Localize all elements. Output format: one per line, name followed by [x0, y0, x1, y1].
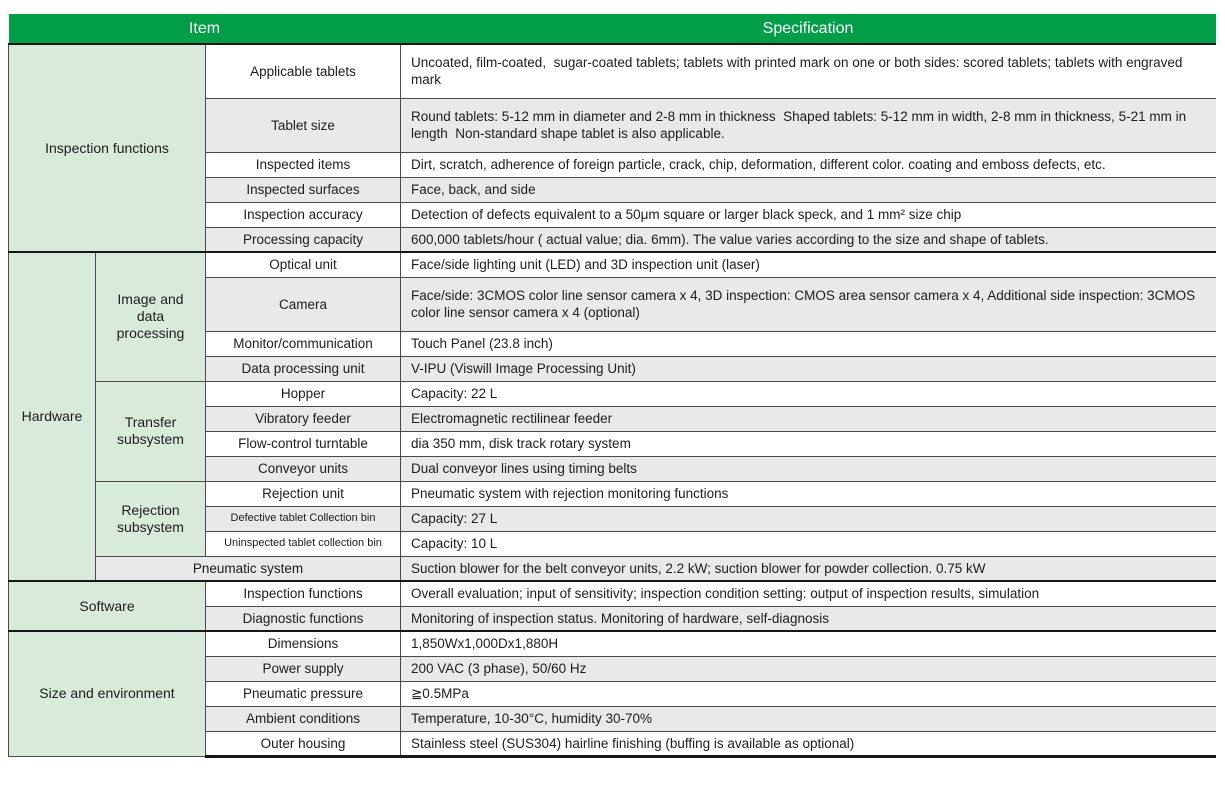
row-spec-inspected-surfaces: Face, back, and side [400, 176, 1216, 203]
row-label-inspected-surfaces: Inspected surfaces [205, 176, 401, 203]
row-spec-flow-control-turntable: dia 350 mm, disk track rotary system [400, 430, 1216, 457]
row-spec-data-processing-unit: V-IPU (Viswill Image Processing Unit) [400, 355, 1216, 382]
row-label-camera: Camera [205, 276, 401, 332]
table-row: Conveyor units Dual conveyor lines using… [9, 455, 1216, 482]
row-spec-applicable-tablets: Uncoated, film-coated, sugar-coated tabl… [400, 43, 1216, 99]
row-spec-monitor-communication: Touch Panel (23.8 inch) [400, 330, 1216, 357]
specification-table: Item Specification Inspection functions … [8, 14, 1216, 758]
table-header-row: Item Specification [8, 14, 1216, 45]
group-cell-inspection-functions: Inspection functions [8, 43, 206, 253]
row-label-rejection-unit: Rejection unit [205, 480, 401, 507]
table-row: Transfer subsystem Hopper Capacity: 22 L [9, 380, 1216, 482]
row-label-optical-unit: Optical unit [205, 251, 401, 278]
row-spec-sw-inspection-functions: Overall evaluation; input of sensitivity… [400, 580, 1216, 607]
table-row: Rejection subsystem Rejection unit Pneum… [9, 480, 1216, 557]
row-spec-dimensions: 1,850Wx1,000Dx1,880H [400, 630, 1216, 657]
row-label-diagnostic-functions: Diagnostic functions [205, 605, 401, 632]
group-cell-pneumatic-system: Pneumatic system [95, 555, 401, 582]
row-spec-optical-unit: Face/side lighting unit (LED) and 3D ins… [400, 251, 1216, 278]
row-spec-uninspected-tablet-collection-bin: Capacity: 10 L [400, 530, 1216, 557]
row-label-sw-inspection-functions: Inspection functions [205, 580, 401, 607]
column-header-item: Item [8, 14, 401, 45]
table-row: Inspected surfaces Face, back, and side [9, 176, 1216, 203]
row-label-processing-capacity: Processing capacity [205, 226, 401, 253]
row-label-inspection-accuracy: Inspection accuracy [205, 201, 401, 228]
row-label-power-supply: Power supply [205, 655, 401, 682]
table-row: Diagnostic functions Monitoring of inspe… [9, 605, 1216, 632]
row-label-vibratory-feeder: Vibratory feeder [205, 405, 401, 432]
row-spec-rejection-unit: Pneumatic system with rejection monitori… [400, 480, 1216, 507]
row-label-conveyor-units: Conveyor units [205, 455, 401, 482]
row-label-monitor-communication: Monitor/communication [205, 330, 401, 357]
group-cell-size-and-environment: Size and environment [8, 630, 206, 757]
row-spec-inspection-accuracy: Detection of defects equivalent to a 50μ… [400, 201, 1216, 228]
row-spec-conveyor-units: Dual conveyor lines using timing belts [400, 455, 1216, 482]
group-cell-image-and-data-processing: Image and data processing [95, 251, 206, 382]
group-cell-rejection-subsystem: Rejection subsystem [95, 480, 206, 557]
row-label-data-processing-unit: Data processing unit [205, 355, 401, 382]
row-spec-outer-housing: Stainless steel (SUS304) hairline finish… [400, 730, 1216, 758]
row-spec-processing-capacity: 600,000 tablets/hour ( actual value; dia… [400, 226, 1216, 253]
table-row: Inspection functions Applicable tablets … [8, 43, 1216, 253]
row-spec-pneumatic-system: Suction blower for the belt conveyor uni… [400, 555, 1216, 582]
group-cell-transfer-subsystem: Transfer subsystem [95, 380, 206, 482]
row-spec-defective-tablet-collection-bin: Capacity: 27 L [400, 505, 1216, 532]
table-row: Software Inspection functions Overall ev… [8, 580, 1216, 632]
table-row: Size and environment Dimensions 1,850Wx1… [8, 630, 1216, 757]
table-row: Flow-control turntable dia 350 mm, disk … [9, 430, 1216, 457]
table-row: Camera Face/side: 3CMOS color line senso… [9, 276, 1216, 332]
row-spec-pneumatic-pressure: ≧0.5MPa [400, 680, 1216, 707]
row-label-flow-control-turntable: Flow-control turntable [205, 430, 401, 457]
group-cell-hardware: Hardware [8, 251, 96, 582]
row-label-uninspected-tablet-collection-bin: Uninspected tablet collection bin [205, 530, 401, 557]
table-row: Defective tablet Collection bin Capacity… [9, 505, 1216, 532]
row-label-dimensions: Dimensions [205, 630, 401, 657]
table-row: Hardware Image and data processing Optic… [8, 251, 1216, 582]
table-row: Monitor/communication Touch Panel (23.8 … [9, 330, 1216, 357]
table-row: Pneumatic system Suction blower for the … [9, 555, 1216, 582]
table-row: Data processing unit V-IPU (Viswill Imag… [9, 355, 1216, 382]
row-label-defective-tablet-collection-bin: Defective tablet Collection bin [205, 505, 401, 532]
row-label-outer-housing: Outer housing [205, 730, 401, 758]
row-label-inspected-items: Inspected items [205, 151, 401, 178]
table-row: Power supply 200 VAC (3 phase), 50/60 Hz [9, 655, 1216, 682]
row-label-pneumatic-pressure: Pneumatic pressure [205, 680, 401, 707]
table-row: Ambient conditions Temperature, 10-30°C,… [9, 705, 1216, 732]
row-label-tablet-size: Tablet size [205, 97, 401, 153]
row-label-applicable-tablets: Applicable tablets [205, 43, 401, 99]
row-spec-ambient-conditions: Temperature, 10-30°C, humidity 30-70% [400, 705, 1216, 732]
table-row: Inspection accuracy Detection of defects… [9, 201, 1216, 228]
row-spec-diagnostic-functions: Monitoring of inspection status. Monitor… [400, 605, 1216, 632]
table-row: Inspected items Dirt, scratch, adherence… [9, 151, 1216, 178]
row-label-hopper: Hopper [205, 380, 401, 407]
row-spec-vibratory-feeder: Electromagnetic rectilinear feeder [400, 405, 1216, 432]
column-header-specification: Specification [400, 14, 1216, 45]
table-row: Outer housing Stainless steel (SUS304) h… [9, 730, 1216, 758]
row-spec-camera: Face/side: 3CMOS color line sensor camer… [400, 276, 1216, 332]
row-spec-power-supply: 200 VAC (3 phase), 50/60 Hz [400, 655, 1216, 682]
row-label-ambient-conditions: Ambient conditions [205, 705, 401, 732]
row-spec-hopper: Capacity: 22 L [400, 380, 1216, 407]
row-spec-tablet-size: Round tablets: 5-12 mm in diameter and 2… [400, 97, 1216, 153]
group-cell-software: Software [8, 580, 206, 632]
table-row: Vibratory feeder Electromagnetic rectili… [9, 405, 1216, 432]
table-row: Uninspected tablet collection bin Capaci… [9, 530, 1216, 557]
row-spec-inspected-items: Dirt, scratch, adherence of foreign part… [400, 151, 1216, 178]
